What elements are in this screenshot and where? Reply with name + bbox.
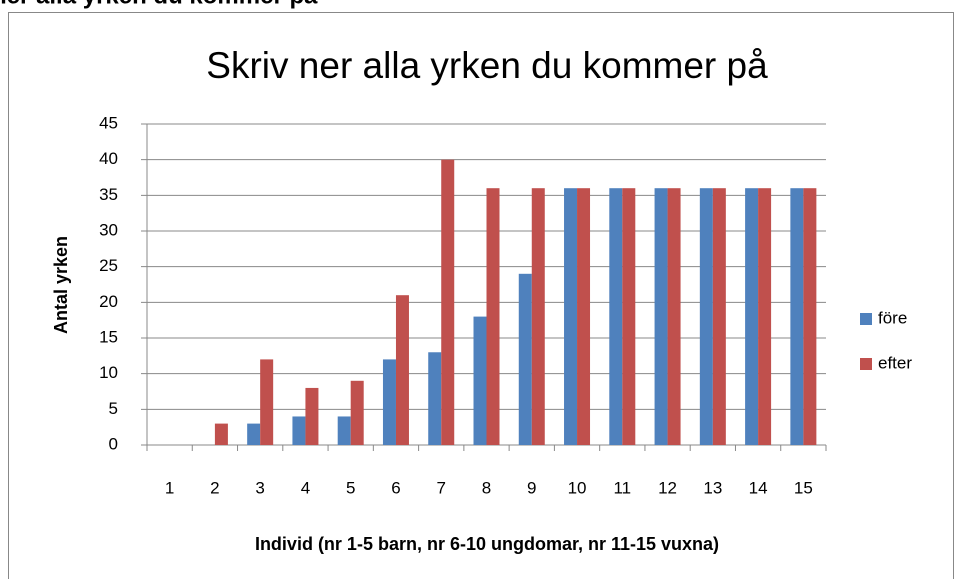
bar <box>609 188 623 445</box>
x-tick-label: 9 <box>527 478 536 497</box>
y-tick-label: 5 <box>109 399 118 418</box>
bar <box>577 188 591 445</box>
x-tick-label: 7 <box>436 478 445 497</box>
legend-label: efter <box>878 353 912 372</box>
bar <box>382 359 396 445</box>
x-tick-label: 1 <box>165 478 174 497</box>
bar <box>305 387 319 445</box>
y-tick-label: 10 <box>99 363 118 382</box>
x-tick-label: 14 <box>749 478 768 497</box>
bar <box>337 416 351 445</box>
x-tick-label: 13 <box>703 478 722 497</box>
x-tick-label: 12 <box>658 478 677 497</box>
bar <box>790 188 804 445</box>
bar <box>622 188 636 445</box>
bar <box>667 188 681 445</box>
x-tick-label: 10 <box>568 478 587 497</box>
bar <box>350 380 364 445</box>
bar <box>473 316 487 445</box>
bar <box>292 416 306 445</box>
bar <box>654 188 668 445</box>
y-tick-label: 35 <box>99 185 118 204</box>
bar <box>441 159 455 445</box>
bar <box>699 188 713 445</box>
legend-swatch <box>860 358 872 370</box>
x-tick-label: 3 <box>255 478 264 497</box>
legend-label: före <box>878 308 907 327</box>
bar <box>518 273 532 445</box>
page-header: ner alla yrken du kommer på <box>0 0 318 9</box>
bar <box>803 188 817 445</box>
y-tick-label: 0 <box>109 434 118 453</box>
x-tick-label: 6 <box>391 478 400 497</box>
y-tick-label: 15 <box>99 327 118 346</box>
x-tick-label: 2 <box>210 478 219 497</box>
x-axis-label: Individ (nr 1-5 barn, nr 6-10 ungdomar, … <box>255 534 719 554</box>
y-tick-label: 30 <box>99 220 118 239</box>
x-tick-label: 11 <box>613 478 631 497</box>
x-tick-label: 15 <box>794 478 813 497</box>
bar <box>486 188 500 445</box>
chart-title: Skriv ner alla yrken du kommer på <box>206 45 768 86</box>
y-tick-label: 40 <box>99 149 118 168</box>
bar <box>564 188 578 445</box>
bar <box>395 295 409 445</box>
y-tick-label: 25 <box>99 256 118 275</box>
x-tick-label: 8 <box>482 478 491 497</box>
x-tick-label: 4 <box>301 478 310 497</box>
y-axis-label: Antal yrken <box>51 236 71 334</box>
bar <box>247 423 261 445</box>
bar <box>745 188 759 445</box>
y-tick-label: 20 <box>99 292 118 311</box>
bar <box>531 188 545 445</box>
y-tick-label: 45 <box>99 113 118 132</box>
bar <box>758 188 772 445</box>
bar <box>260 359 274 445</box>
legend-swatch <box>860 313 872 325</box>
bar <box>214 423 228 445</box>
bar <box>428 352 442 445</box>
bar <box>712 188 726 445</box>
x-tick-label: 5 <box>346 478 355 497</box>
